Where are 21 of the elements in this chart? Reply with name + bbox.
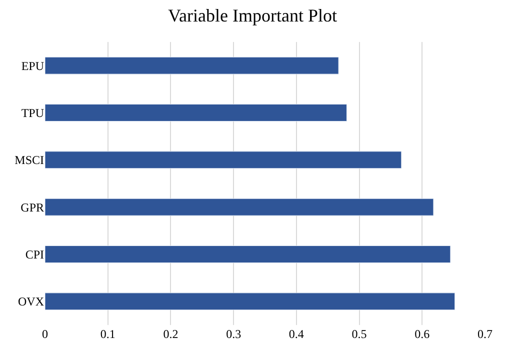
x-tick-label: 0	[42, 327, 48, 341]
chart-title: Variable Important Plot	[168, 5, 337, 26]
bar	[45, 198, 434, 216]
x-tick-label: 0.4	[288, 327, 304, 341]
y-tick-label: GPR	[20, 200, 44, 214]
y-tick-label: CPI	[25, 247, 44, 262]
x-tick-label: 0.2	[163, 327, 178, 341]
y-tick-label: MSCI	[14, 153, 44, 168]
y-tick-label: TPU	[21, 106, 44, 120]
y-tick-label: EPU	[21, 58, 44, 73]
x-tick-label: 0.5	[352, 327, 367, 341]
x-tick-label: 0.1	[100, 327, 116, 341]
bar	[45, 104, 347, 122]
x-tick-label: 0.6	[414, 327, 430, 341]
bar	[45, 246, 451, 263]
y-tick-label: OVX	[18, 294, 44, 309]
bar	[45, 292, 456, 310]
bar	[45, 151, 402, 169]
x-tick-label: 0.7	[478, 327, 492, 341]
bar	[45, 56, 339, 74]
x-tick-label: 0.3	[226, 327, 242, 341]
